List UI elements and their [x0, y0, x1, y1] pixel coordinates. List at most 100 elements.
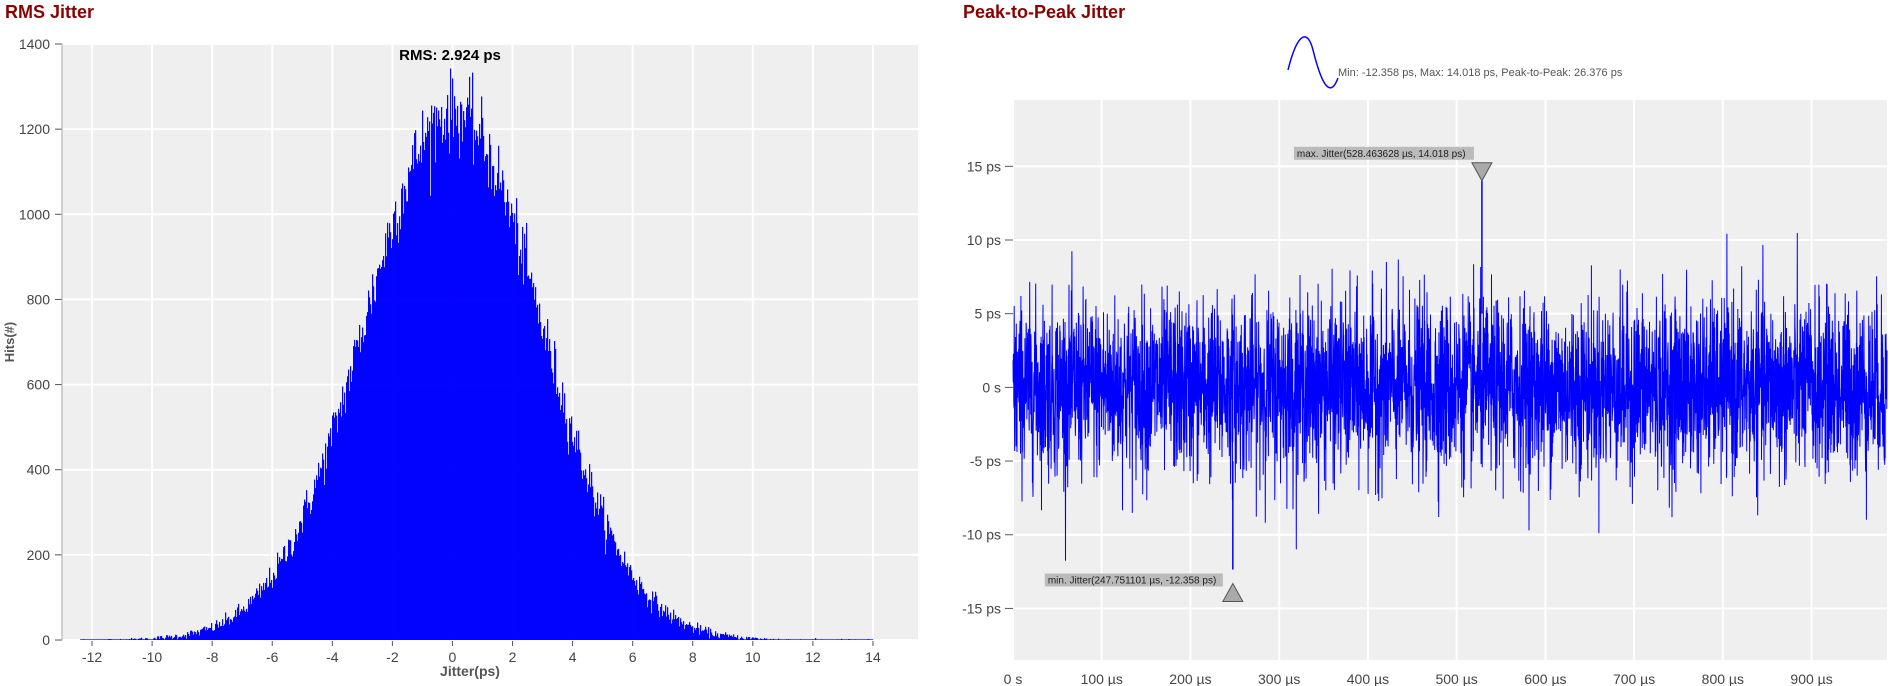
histogram-bar — [436, 107, 438, 640]
histogram-bar — [822, 639, 824, 640]
histogram-bar — [709, 638, 711, 640]
x-tick-label: 500 µs — [1435, 671, 1477, 686]
histogram-bar — [525, 248, 527, 640]
histogram-bar — [764, 638, 766, 640]
histogram-bar — [834, 639, 836, 640]
histogram-bar — [787, 639, 789, 640]
histogram-bar — [312, 501, 314, 640]
histogram-bar — [296, 534, 298, 640]
histogram-bar — [606, 539, 608, 640]
histogram-bar — [388, 237, 390, 640]
histogram-bar — [718, 637, 720, 640]
histogram-bar — [621, 565, 623, 640]
histogram-bar — [523, 284, 525, 640]
histogram-bar — [368, 290, 370, 640]
histogram-bar — [847, 639, 849, 640]
histogram-bar — [640, 583, 642, 640]
histogram-bar — [527, 276, 529, 640]
histogram-bar — [369, 297, 371, 640]
histogram-bar — [711, 632, 713, 640]
histogram-bar — [106, 639, 108, 640]
histogram-bar — [298, 532, 300, 640]
histogram-bar — [630, 565, 632, 640]
histogram-bar — [594, 516, 596, 640]
histogram-bar — [515, 244, 517, 641]
histogram-bar — [852, 639, 854, 640]
histogram-bar — [305, 501, 307, 640]
histogram-bar — [538, 323, 540, 640]
histogram-bar — [355, 346, 357, 640]
histogram-bar — [522, 226, 524, 640]
histogram-bar — [364, 335, 366, 640]
histogram-bar — [700, 625, 702, 640]
histogram-bar — [412, 145, 414, 640]
max-marker-label-bg — [1293, 146, 1474, 160]
histogram-bar — [517, 223, 519, 640]
histogram-bar — [284, 545, 286, 640]
histogram-bar — [662, 616, 664, 640]
histogram-bar — [259, 583, 261, 640]
y-tick-label: 10 ps — [967, 232, 1001, 248]
histogram-bar — [176, 635, 178, 640]
histogram-bar — [803, 639, 805, 640]
histogram-bar — [806, 639, 808, 640]
histogram-bar — [205, 630, 207, 640]
histogram-bar — [177, 639, 179, 640]
histogram-bar — [134, 638, 136, 640]
histogram-bar — [483, 135, 485, 640]
histogram-bar — [408, 167, 410, 641]
histogram-bar — [863, 639, 865, 640]
histogram-bar — [549, 339, 551, 640]
histogram-bar — [323, 459, 325, 640]
histogram-bar — [129, 639, 131, 640]
histogram-bar — [80, 639, 82, 640]
histogram-bar — [361, 337, 363, 640]
histogram-bar — [614, 541, 616, 640]
histogram-bar — [486, 153, 488, 640]
histogram-bar — [370, 304, 372, 640]
histogram-bar — [117, 639, 119, 640]
histogram-bar — [799, 639, 801, 640]
histogram-bar — [556, 394, 558, 640]
histogram-bar — [443, 134, 445, 640]
histogram-bar — [314, 479, 316, 640]
histogram-bar — [265, 583, 267, 640]
histogram-bar — [835, 639, 837, 640]
histogram-bar — [853, 639, 855, 640]
histogram-bar — [124, 639, 126, 640]
histogram-bar — [691, 626, 693, 640]
histogram-bar — [229, 624, 231, 640]
histogram-bar — [808, 639, 810, 640]
histogram-bar — [591, 472, 593, 640]
histogram-bar — [113, 639, 115, 640]
histogram-bar — [579, 449, 581, 640]
histogram-bar — [562, 382, 564, 640]
histogram-bar — [688, 624, 690, 640]
histogram-bar — [615, 542, 617, 640]
histogram-bar — [158, 636, 160, 640]
histogram-bar — [553, 383, 555, 640]
histogram-bar — [802, 639, 804, 640]
histogram-bar — [684, 629, 686, 640]
histogram-bar — [289, 540, 291, 640]
histogram-bar — [235, 609, 237, 640]
histogram-bar — [755, 637, 757, 640]
histogram-bar — [292, 556, 294, 640]
histogram-bar — [199, 635, 201, 640]
histogram-bar — [349, 391, 351, 640]
legend-sine-icon — [1287, 36, 1339, 89]
x-tick-label: -4 — [326, 649, 339, 665]
histogram-bar — [673, 609, 675, 640]
histogram-bar — [454, 96, 456, 641]
histogram-bar — [595, 502, 597, 640]
x-tick-label: 2 — [509, 649, 517, 665]
x-tick-label: 400 µs — [1347, 671, 1389, 686]
histogram-bar — [141, 637, 143, 640]
histogram-bar — [100, 639, 102, 640]
histogram-bar — [304, 499, 306, 640]
histogram-bar — [686, 624, 688, 640]
histogram-bar — [564, 393, 566, 640]
histogram-bar — [828, 639, 830, 640]
y-tick-label: -15 ps — [962, 600, 1001, 616]
histogram-bar — [449, 153, 451, 640]
